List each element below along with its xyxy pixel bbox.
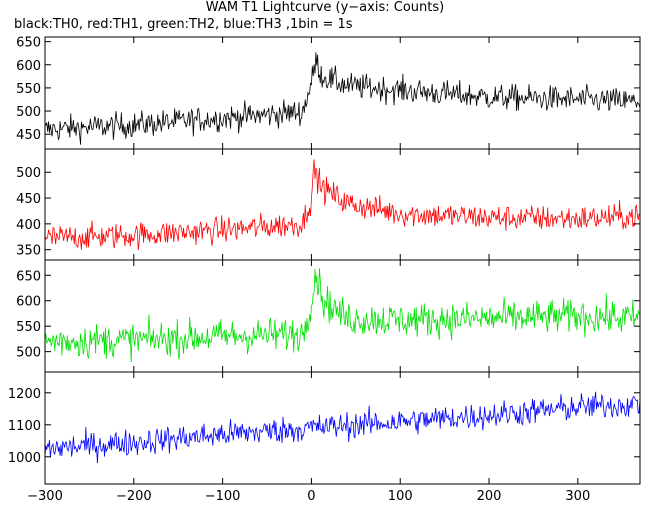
- x-tick-label-0: 0: [307, 489, 315, 504]
- series-line-th2: [45, 268, 640, 363]
- y-tick-label-th0-550: 550: [16, 82, 41, 97]
- x-tick-label-200: 200: [477, 489, 502, 504]
- y-tick-label-th1-500: 500: [16, 166, 41, 181]
- y-tick-label-th0-450: 450: [16, 128, 41, 143]
- series-line-th0: [45, 52, 640, 145]
- x-tick-label-100: 100: [388, 489, 413, 504]
- y-tick-label-th2-550: 550: [16, 320, 41, 335]
- y-tick-label-th1-450: 450: [16, 192, 41, 207]
- y-tick-label-th2-600: 600: [16, 295, 41, 310]
- y-tick-label-th0-500: 500: [16, 105, 41, 120]
- y-tick-label-th3-1200: 1200: [8, 387, 41, 402]
- y-tick-label-th3-1100: 1100: [8, 419, 41, 434]
- series-line-th3: [45, 391, 640, 464]
- y-tick-label-th1-350: 350: [16, 244, 41, 259]
- panel-frame-th2: [44, 259, 641, 373]
- x-tick-label--200: −200: [116, 489, 152, 504]
- y-tick-label-th3-1000: 1000: [8, 451, 41, 466]
- series-line-th1: [45, 159, 640, 251]
- x-tick-label-300: 300: [565, 489, 590, 504]
- y-tick-label-th0-600: 600: [16, 59, 41, 74]
- y-tick-label-th2-500: 500: [16, 346, 41, 361]
- x-tick-label--100: −100: [205, 489, 241, 504]
- panel-frame-th3: [44, 371, 641, 485]
- panel-frame-th1: [44, 148, 641, 261]
- y-tick-label-th2-650: 650: [16, 269, 41, 284]
- chart-title: WAM T1 Lightcurve (y−axis: Counts): [205, 0, 445, 15]
- chart-subtitle: black:TH0, red:TH1, green:TH2, blue:TH3 …: [14, 17, 353, 32]
- y-tick-label-th1-400: 400: [16, 218, 41, 233]
- y-tick-label-th0-650: 650: [16, 36, 41, 51]
- x-tick-label--300: −300: [27, 489, 63, 504]
